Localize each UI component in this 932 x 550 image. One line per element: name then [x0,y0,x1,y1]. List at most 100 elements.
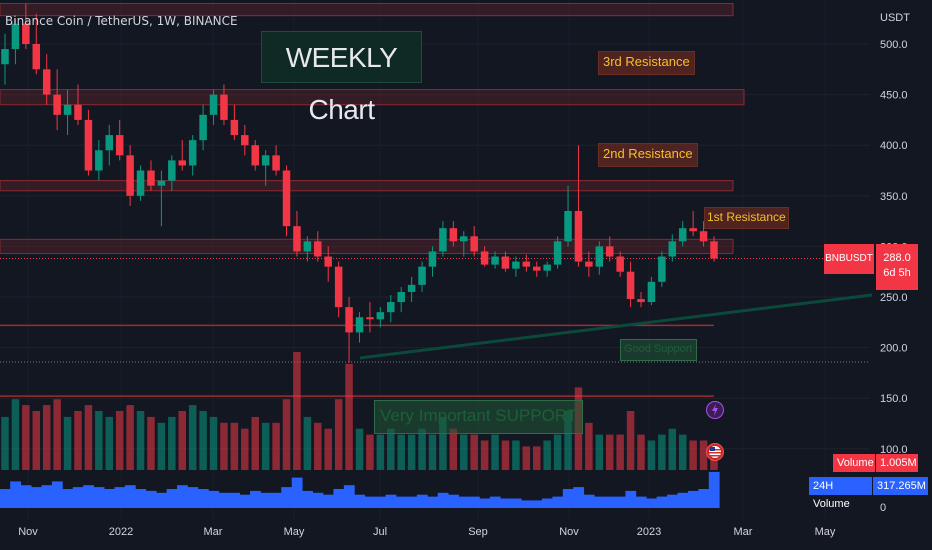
volume-24h-bars [0,471,720,508]
volume-24h-bar [323,494,334,508]
candle-body [470,236,478,252]
volume-bar [366,434,374,470]
volume-bar [428,434,437,470]
candle-body [293,226,301,252]
x-tick-label: 2023 [637,526,661,538]
volume-bar [449,428,458,470]
volume-bar [11,399,20,470]
x-tick-label: 2022 [109,526,133,538]
volume-bar [272,422,280,470]
y-tick-label: 150.0 [880,393,908,405]
volume-24h-bar [635,496,647,508]
candle-body [699,231,708,242]
candle-body [647,281,656,303]
candle-body [314,241,322,257]
volume-bar [439,416,447,470]
x-tick-label: Mar [204,526,223,538]
volume-24h-bar [646,498,658,508]
volume-bar [32,411,41,470]
volume-bar [95,411,103,470]
volume-24h-bar [281,487,293,508]
volume-bar [261,422,270,470]
candle-body [626,271,635,300]
volume-bar [168,416,176,470]
resistance-zone [0,89,745,106]
volume-24h-bar [93,487,105,508]
y-tick-label: 450.0 [880,90,908,102]
volume-bar [1,416,9,470]
volume-24h-bar [312,492,324,508]
volume-24h-bar [395,496,407,508]
x-tick-label: May [815,526,836,538]
volume-24h-bar [364,496,376,508]
resistance-zone [0,3,734,17]
volume-24h-bar [385,494,397,508]
volume-value-tag: 1.005M [876,454,918,472]
current-price-box: 288.0 6d 5h [876,244,918,290]
volume-24h-bar [10,481,22,508]
candle-body [324,256,332,267]
volume-bar [480,440,489,470]
y-tick-label: 200.0 [880,343,908,355]
candle-body [512,261,520,269]
volume-bar [53,399,61,470]
volume-24h-bar [573,487,585,508]
volume-bar [689,440,697,470]
volume-bar [147,416,155,470]
candle-body [261,155,270,166]
candle-body [84,119,93,171]
y-tick-label: 250.0 [880,292,908,304]
us-flag-event-icon[interactable] [706,443,724,461]
volume-24h-bar [31,487,42,508]
resistance-zone [0,180,734,192]
lightning-icon[interactable] [706,401,724,419]
candle-body [678,228,687,242]
y-tick-label: 0 [880,502,886,514]
candle-body [428,251,437,267]
volume-24h-bar [489,496,501,508]
volume-bar [595,434,604,470]
volume-24h-bar [124,485,136,508]
volume-24h-bar [594,496,605,508]
volume-24h-bar [698,489,710,508]
candle-body [334,266,343,308]
candle-body [251,145,259,166]
volume-bar [626,411,635,470]
volume-bar [532,446,541,470]
candle-body [366,317,374,320]
volume-bar [230,422,239,470]
volume-24h-bar [406,496,418,508]
volume-24h-bar [218,492,230,508]
candle-body [553,241,562,265]
volume-24h-bar [625,490,637,508]
volume-bar [387,428,395,470]
volume-bar [345,363,353,470]
volume-24h-bar [166,489,178,508]
candle-body [199,114,207,141]
volume-24h-bar [239,494,251,508]
volume-bar [22,405,30,470]
volume-bar [303,416,312,470]
volume-24h-bar [479,498,491,508]
symbol-price-tag[interactable]: BNBUSDT [824,244,874,274]
x-tick-label: Sep [468,526,488,538]
current-price: 288.0 [883,252,911,264]
candle-body [272,155,280,171]
good-support-label: Good Support [620,339,697,361]
volume-24h-bar [500,498,512,508]
volume-24h-bar [531,500,543,508]
candle-body [105,135,114,151]
volume-bar [460,434,468,470]
candle-body [147,170,155,186]
volume-24h-bar [614,496,626,508]
y-tick-label: 100.0 [880,444,908,456]
candle-body [53,94,61,115]
volume-bar [553,434,562,470]
volume-24h-bar [437,492,449,508]
candle-body [407,284,416,292]
volume-bar [407,434,416,470]
volume-bar [658,434,666,470]
resistance-zone [0,238,734,254]
x-tick-label: Mar [734,526,753,538]
